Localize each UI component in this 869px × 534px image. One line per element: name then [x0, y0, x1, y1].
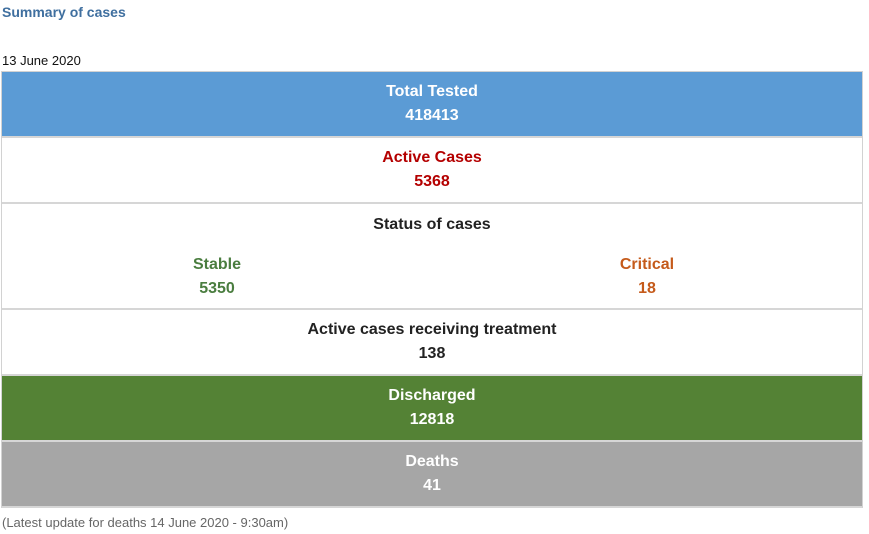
deaths-label: Deaths [405, 453, 459, 470]
deaths-value: 41 [423, 477, 441, 494]
receiving-treatment-value: 138 [418, 345, 446, 362]
case-summary-table: Total Tested 418413 Active Cases 5368 St… [1, 71, 863, 508]
status-of-cases-row: Status of cases Stable 5350 Critical 18 [2, 204, 862, 310]
stable-cases-cell: Stable 5350 [2, 256, 432, 302]
discharged-value: 12818 [409, 411, 455, 428]
active-cases-label: Active Cases [382, 149, 482, 166]
status-of-cases-label: Status of cases [373, 216, 491, 233]
critical-cases-cell: Critical 18 [432, 256, 862, 302]
stable-cases-label: Stable [192, 256, 241, 273]
active-cases-value: 5368 [414, 173, 450, 190]
report-date: 13 June 2020 [2, 53, 81, 68]
stable-cases-value: 5350 [199, 280, 235, 297]
critical-cases-value: 18 [638, 280, 656, 297]
active-cases-row: Active Cases 5368 [2, 138, 862, 204]
page-title: Summary of cases [2, 4, 126, 20]
receiving-treatment-row: Active cases receiving treatment 138 [2, 310, 862, 376]
discharged-label: Discharged [388, 387, 476, 404]
total-tested-value: 418413 [405, 107, 459, 124]
critical-cases-label: Critical [619, 256, 675, 273]
total-tested-row: Total Tested 418413 [2, 72, 862, 138]
discharged-row: Discharged 12818 [2, 376, 862, 442]
total-tested-label: Total Tested [386, 83, 478, 100]
receiving-treatment-label: Active cases receiving treatment [307, 321, 557, 338]
deaths-update-footnote: (Latest update for deaths 14 June 2020 -… [2, 515, 289, 530]
deaths-row: Deaths 41 [2, 442, 862, 508]
